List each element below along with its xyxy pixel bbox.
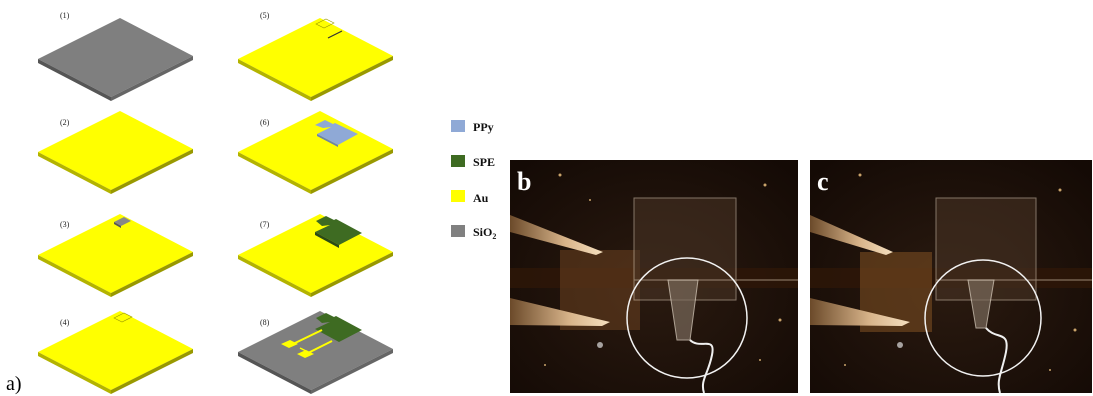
channel-line [327,30,343,39]
plate-edge [311,349,393,394]
step-label: (1) [60,11,70,20]
plate-edge [38,59,111,101]
plate-edge [38,352,111,394]
legend-item-spe: SPE [451,155,495,169]
panel-letter-b: b [517,167,531,196]
legend-swatch [451,155,465,167]
plate-edge [311,252,393,297]
pipette-tip-upper [810,215,893,255]
sio2-plate [38,18,193,97]
speckle [778,318,782,322]
plate-edge [111,149,193,194]
legend-swatch [451,120,465,132]
step-5: (5) [238,11,393,101]
sio2-pad [114,217,131,226]
highlight-circle [924,259,1042,377]
au-trace [292,329,323,345]
au-plate [38,311,193,390]
spe-pattern [315,313,362,342]
spe-pattern [315,216,362,245]
electrode-wire [985,327,1008,394]
step-label: (6) [260,118,270,127]
legend-swatch [451,225,465,237]
au-plate [38,111,193,190]
photo-panel-b: b [510,160,798,394]
ppy-pattern [315,120,358,145]
legend-label: PPy [473,120,494,134]
legend-label: Au [473,191,489,205]
step-2: (2) [38,111,193,194]
cavity-outline [113,312,133,323]
au-plate [238,111,393,190]
speckle [1049,369,1051,371]
plate-edge [238,152,311,194]
plate-edge [311,149,393,194]
au-plate [38,214,193,293]
speckle [558,173,562,177]
legend-swatch [451,190,465,202]
step-label: (3) [60,220,70,229]
panel-letter-c: c [817,167,829,196]
plate-edge [111,252,193,297]
step-6: (6) [238,111,393,194]
speckle [544,364,546,366]
plate-edge [111,349,193,394]
speckle [1058,188,1062,192]
legend-label-main: SiO [473,225,492,239]
speckle [1073,328,1077,332]
legend-item-au: Au [451,190,489,205]
plate-edge [111,56,193,101]
step-label: (7) [260,220,270,229]
step-label: (2) [60,118,70,127]
au-trace [299,347,311,354]
step-label: (5) [260,11,270,20]
step-3: (3) [38,214,193,297]
speckle [897,342,903,348]
legend-label-sub: 2 [492,232,496,241]
process-steps: (1) (2) (3) (4) (5) [38,11,393,394]
ppy-pattern-side [317,134,338,147]
au-electrode-pad [281,340,298,348]
legend-item-sio2: SiO2 [451,225,496,241]
electrode-wire [689,339,714,394]
step-label: (4) [60,318,70,327]
legend-label: SiO2 [473,225,496,241]
plate-edge [38,255,111,297]
step-1: (1) [38,11,193,101]
speckle [763,183,767,187]
pipette-tip-upper [510,215,603,255]
speckle [844,364,846,366]
highlight-circle [626,257,748,379]
plate-edge [238,255,311,297]
pipette-tip-lower [810,298,910,326]
legend-item-ppy: PPy [451,120,494,134]
plate-edge [238,352,311,394]
cavity-outline [315,18,335,29]
speckle [597,342,603,348]
plate-edge [238,59,311,101]
legend-label: SPE [473,155,495,169]
step-8: (8) [238,311,393,394]
spe-pattern-side [315,232,339,248]
plate-edge [38,152,111,194]
legend: PPy SPE Au SiO2 [451,120,496,241]
step-7: (7) [238,214,393,297]
plate-edge [311,56,393,101]
figure-label-a: a) [6,373,22,395]
pipette-tip-lower [510,298,610,326]
au-trace [307,340,333,354]
speckle [589,199,591,201]
au-plate [238,18,393,97]
speckle [858,173,862,177]
sio2-pad-side [114,222,121,228]
step-label: (8) [260,318,270,327]
speckle [759,359,761,361]
photo-panel-c: c [810,160,1092,394]
step-4: (4) [38,311,193,394]
